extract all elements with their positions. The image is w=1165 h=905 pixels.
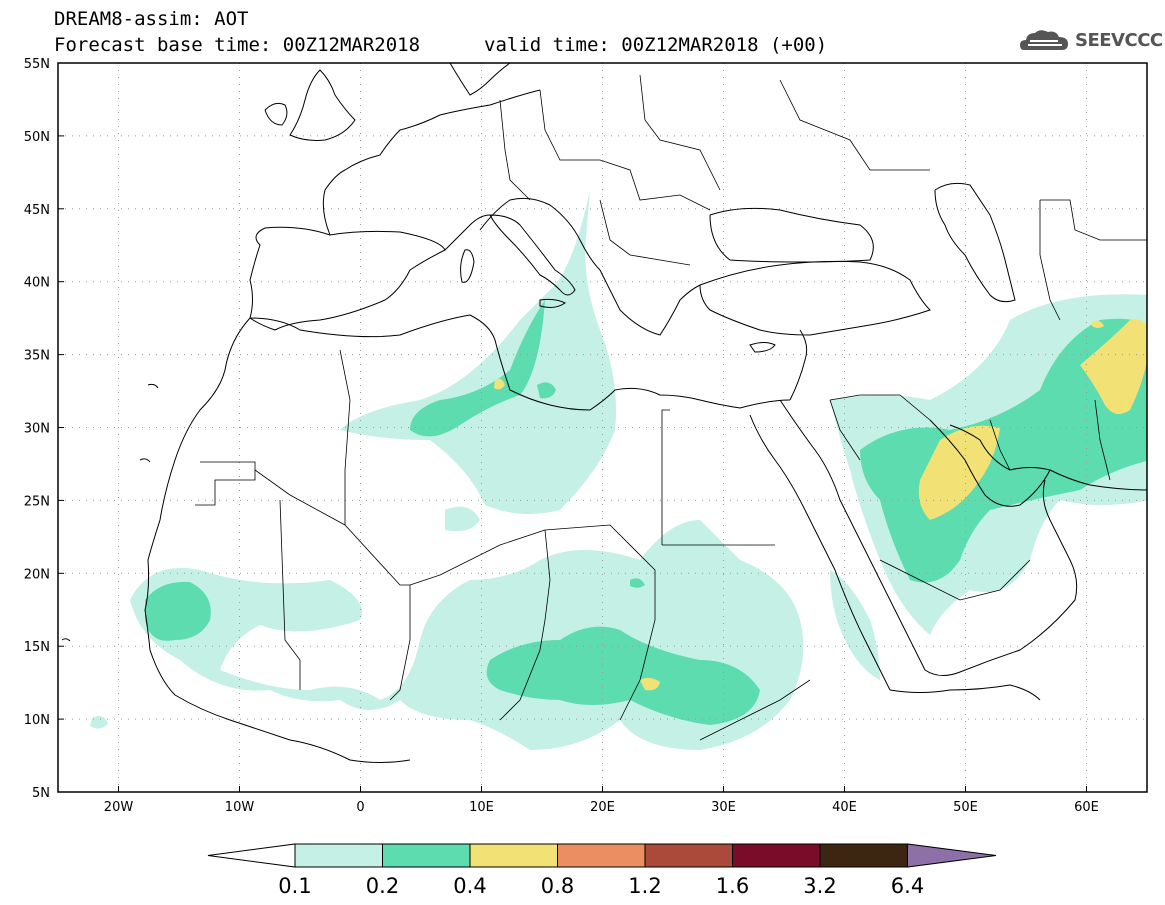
- lat-tick-label: 40N: [24, 276, 50, 291]
- lon-tick-label: 60E: [1074, 800, 1099, 815]
- lat-tick-label: 55N: [24, 57, 50, 72]
- graticule: [58, 63, 1147, 792]
- aot-field: [90, 190, 1147, 750]
- colorbar-label: 1.6: [716, 874, 749, 898]
- lon-tick-label: 20W: [104, 800, 134, 815]
- lon-tick-label: 10E: [469, 800, 494, 815]
- lon-tick-label: 0: [356, 800, 364, 815]
- colorbar-segment: [294, 843, 383, 868]
- lat-tick-label: 10N: [24, 713, 50, 728]
- lat-tick-label: 20N: [24, 567, 50, 582]
- lat-tick-label: 15N: [24, 640, 50, 655]
- colorbar-segment: [644, 843, 733, 868]
- colorbar-segment: [207, 843, 296, 868]
- lat-tick-label: 25N: [24, 494, 50, 509]
- colorbar-label: 1.2: [628, 874, 661, 898]
- country-borders: [195, 74, 1147, 741]
- cloud-icon: [1020, 30, 1068, 50]
- lat-tick-label: 30N: [24, 422, 50, 437]
- lat-tick-label: 45N: [24, 203, 50, 218]
- colorbar-segment: [732, 843, 821, 868]
- base-time-label: Forecast base time: 00Z12MAR2018: [54, 34, 421, 56]
- colorbar-label: 0.2: [366, 874, 399, 898]
- colorbar-label: 0.4: [453, 874, 486, 898]
- colorbar-label: 0.8: [541, 874, 574, 898]
- valid-time-label: valid time: 00Z12MAR2018 (+00): [484, 34, 828, 56]
- lon-tick-label: 10W: [225, 800, 255, 815]
- colorbar-label: 3.2: [803, 874, 836, 898]
- colorbar-segment: [819, 843, 908, 868]
- colorbar-segment: [557, 843, 646, 868]
- lon-tick-label: 50E: [953, 800, 978, 815]
- aot-level-0.4: [494, 319, 1147, 691]
- colorbar-segment: [382, 843, 471, 868]
- colorbar: [207, 843, 997, 868]
- colorbar-label: 6.4: [891, 874, 924, 898]
- lon-tick-label: 20E: [590, 800, 615, 815]
- coastlines: [61, 63, 1147, 763]
- colorbar-segment: [907, 843, 997, 868]
- colorbar-label: 0.1: [278, 874, 311, 898]
- lon-tick-label: 40E: [832, 800, 857, 815]
- map-title: DREAM8-assim: AOT: [54, 8, 249, 30]
- lon-tick-label: 30E: [711, 800, 736, 815]
- lat-tick-label: 5N: [32, 786, 50, 801]
- logo-text: SEEVCCC: [1075, 30, 1163, 51]
- colorbar-segment: [469, 843, 558, 868]
- lat-tick-label: 50N: [24, 130, 50, 145]
- lat-tick-label: 35N: [24, 349, 50, 364]
